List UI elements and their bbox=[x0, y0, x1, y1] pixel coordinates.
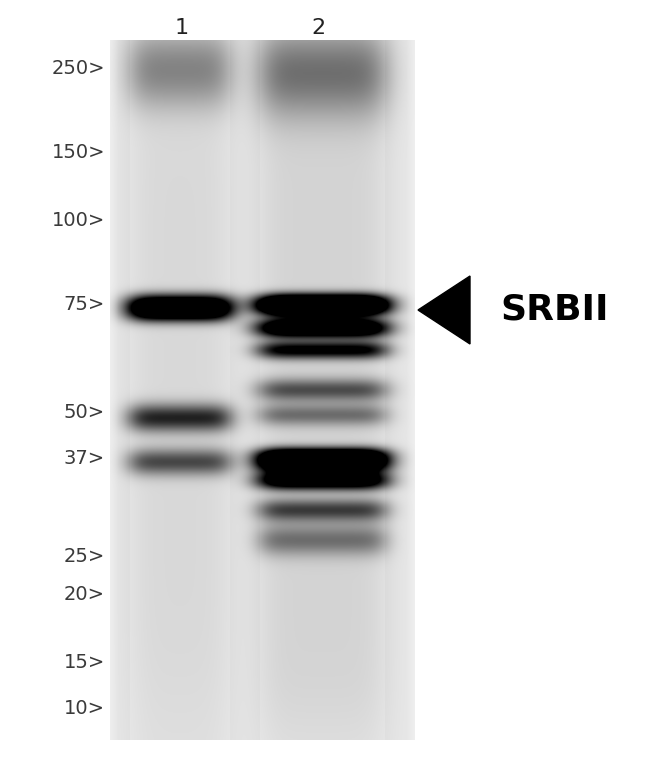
Text: SRBII: SRBII bbox=[500, 293, 608, 327]
Text: 37>: 37> bbox=[64, 449, 105, 468]
Text: 2: 2 bbox=[311, 18, 325, 38]
Text: 20>: 20> bbox=[64, 585, 105, 604]
Text: 10>: 10> bbox=[64, 700, 105, 719]
Text: 50>: 50> bbox=[64, 402, 105, 421]
Text: 75>: 75> bbox=[64, 296, 105, 315]
Text: 15>: 15> bbox=[64, 654, 105, 673]
Text: 1: 1 bbox=[175, 18, 189, 38]
Text: 250>: 250> bbox=[51, 59, 105, 78]
Polygon shape bbox=[418, 276, 470, 344]
Text: 150>: 150> bbox=[51, 142, 105, 162]
Text: 25>: 25> bbox=[64, 546, 105, 565]
Text: 100>: 100> bbox=[52, 212, 105, 230]
